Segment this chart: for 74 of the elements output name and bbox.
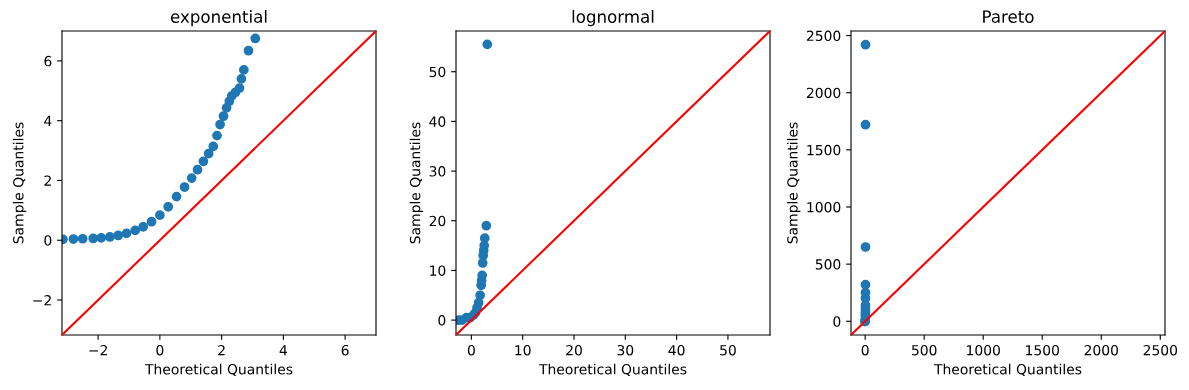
point: [186, 173, 197, 183]
chart-title: exponential: [170, 10, 267, 27]
y-tick-label: 50: [429, 66, 446, 78]
x-tick-label: 2000: [1084, 344, 1119, 356]
point: [479, 233, 490, 243]
point: [113, 230, 124, 241]
point: [215, 119, 225, 130]
x-tick-label: 1000: [967, 344, 1000, 356]
x-axis-title: Theoretical Quantiles: [144, 363, 293, 377]
y-tick-label: 6: [44, 55, 52, 67]
x-tick-label: 40: [668, 344, 685, 356]
x-tick-label: −2: [89, 344, 107, 356]
y-tick-label: 40: [429, 116, 446, 127]
y-tick-label: 2500: [806, 30, 841, 42]
point: [236, 73, 247, 84]
x-tick-label: 2500: [1143, 344, 1178, 356]
point: [96, 232, 107, 243]
point: [218, 111, 229, 122]
point: [130, 225, 141, 236]
point: [104, 232, 115, 242]
point: [138, 221, 149, 232]
x-tick-label: 10: [515, 344, 531, 356]
x-tick-label: 2: [218, 344, 225, 356]
point: [192, 164, 203, 175]
chart-title: lognormal: [572, 10, 654, 27]
y-tick-label: 10: [430, 265, 446, 276]
x-tick-label: 0: [467, 344, 475, 356]
y-tick-label: 500: [815, 259, 841, 270]
x-tick-label: 1500: [1026, 344, 1059, 356]
point: [208, 141, 219, 152]
x-tick-label: 0: [156, 344, 164, 356]
point: [212, 130, 222, 141]
point: [88, 233, 99, 244]
y-tick-label: 2000: [806, 87, 841, 99]
x-tick-label: 20: [566, 344, 582, 356]
x-axis-title: Theoretical Quantiles: [538, 363, 687, 377]
point: [77, 233, 88, 244]
chart-title: Pareto: [983, 10, 1034, 23]
y-tick-label: 0: [44, 235, 52, 246]
y-axis-title: Sample Quantiles: [409, 122, 424, 244]
point: [163, 201, 174, 212]
point: [481, 220, 492, 231]
y-tick-label: −2: [33, 295, 51, 306]
x-tick-label: 6: [341, 344, 349, 356]
point: [234, 83, 245, 93]
point: [250, 33, 261, 44]
point: [198, 156, 209, 167]
y-tick-label: 1500: [807, 144, 841, 156]
point: [238, 64, 249, 75]
point: [68, 234, 79, 244]
y-tick-label: 1000: [807, 201, 841, 213]
y-tick-label: 20: [429, 215, 446, 227]
y-tick-label: 30: [429, 166, 446, 177]
x-tick-label: 50: [720, 344, 736, 356]
point: [155, 210, 165, 220]
y-axis-title: Sample Quantiles: [786, 122, 801, 244]
y-tick-label: 0: [438, 315, 446, 326]
x-tick-label: 4: [279, 345, 288, 356]
y-tick-label: 0: [833, 316, 841, 327]
point: [203, 148, 214, 159]
x-axis-title: Theoretical Quantiles: [933, 363, 1082, 377]
x-tick-label: 0: [861, 344, 869, 356]
y-axis-title: Sample Quantiles: [12, 122, 27, 244]
point: [475, 290, 485, 301]
y-tick-label: 4: [44, 115, 52, 126]
x-tick-label: 500: [912, 344, 937, 356]
point: [121, 228, 132, 239]
y-tick-label: 2: [44, 175, 51, 186]
point: [179, 182, 190, 192]
point: [146, 216, 157, 227]
point: [482, 39, 493, 50]
point: [243, 45, 254, 56]
x-tick-label: 30: [617, 344, 634, 356]
point: [171, 191, 182, 202]
